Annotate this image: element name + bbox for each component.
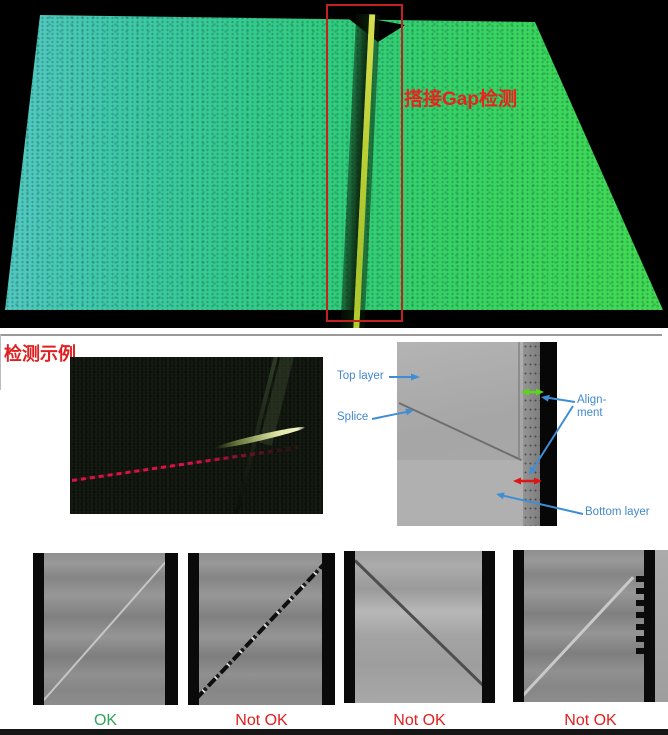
sample-image-notok-3 bbox=[513, 550, 668, 702]
examples-panel: 检测示例 Top layer Splice Align- ment Bottom… bbox=[0, 328, 668, 735]
scan-bottom-layer-region bbox=[397, 460, 523, 526]
gap-roi-box bbox=[326, 4, 403, 322]
sample-image-notok-1 bbox=[188, 553, 335, 705]
gap-caption: 搭接Gap检测 bbox=[404, 89, 517, 110]
splice-label: Splice bbox=[337, 411, 369, 423]
panel-left-border bbox=[0, 334, 1, 390]
result-label-notok-3: Not OK bbox=[564, 712, 617, 729]
sample3-left-bar bbox=[344, 551, 355, 703]
panel-top-divider bbox=[0, 334, 662, 336]
splice-scan-image bbox=[397, 342, 557, 526]
top-layer-label: Top layer bbox=[337, 370, 384, 382]
scan-black-band bbox=[540, 342, 557, 526]
photo-laser-fade bbox=[71, 446, 298, 482]
sample4-right-edge bbox=[655, 550, 668, 702]
sample2-left-bar bbox=[188, 553, 199, 705]
scan-edge-strip bbox=[523, 342, 540, 526]
sample3-right-bar bbox=[482, 551, 495, 703]
3d-surface bbox=[5, 15, 663, 310]
sample1-left-bar bbox=[33, 553, 44, 705]
sample-image-notok-2 bbox=[344, 551, 495, 703]
scan-edge-step bbox=[518, 342, 520, 460]
sample4-left-bar bbox=[513, 550, 524, 702]
alignment-label-line1: Align- bbox=[577, 394, 607, 406]
result-label-ok: OK bbox=[93, 712, 118, 729]
sample-image-ok bbox=[33, 553, 178, 705]
result-label-notok-2: Not OK bbox=[393, 712, 446, 729]
splice-photo bbox=[70, 357, 323, 514]
bottom-border-bar bbox=[0, 729, 668, 735]
alignment-label: Align- ment bbox=[577, 394, 606, 420]
photo-laser-line bbox=[71, 446, 298, 482]
alignment-label-line2: ment bbox=[577, 407, 603, 419]
sample1-right-bar bbox=[165, 553, 178, 705]
3d-scan-view: 搭接Gap检测 bbox=[0, 0, 668, 340]
sample4-right-bar bbox=[644, 550, 655, 702]
sample1-splice-line bbox=[42, 559, 169, 702]
result-label-notok-1: Not OK bbox=[235, 712, 288, 729]
sample3-splice-line bbox=[353, 559, 487, 689]
sample4-edge-notches bbox=[636, 576, 644, 658]
sample4-splice-line bbox=[520, 576, 635, 698]
examples-title: 检测示例 bbox=[4, 344, 76, 364]
sample2-right-bar bbox=[322, 553, 335, 705]
sample2-splice-line bbox=[194, 555, 333, 701]
bottom-layer-label: Bottom layer bbox=[585, 506, 650, 518]
